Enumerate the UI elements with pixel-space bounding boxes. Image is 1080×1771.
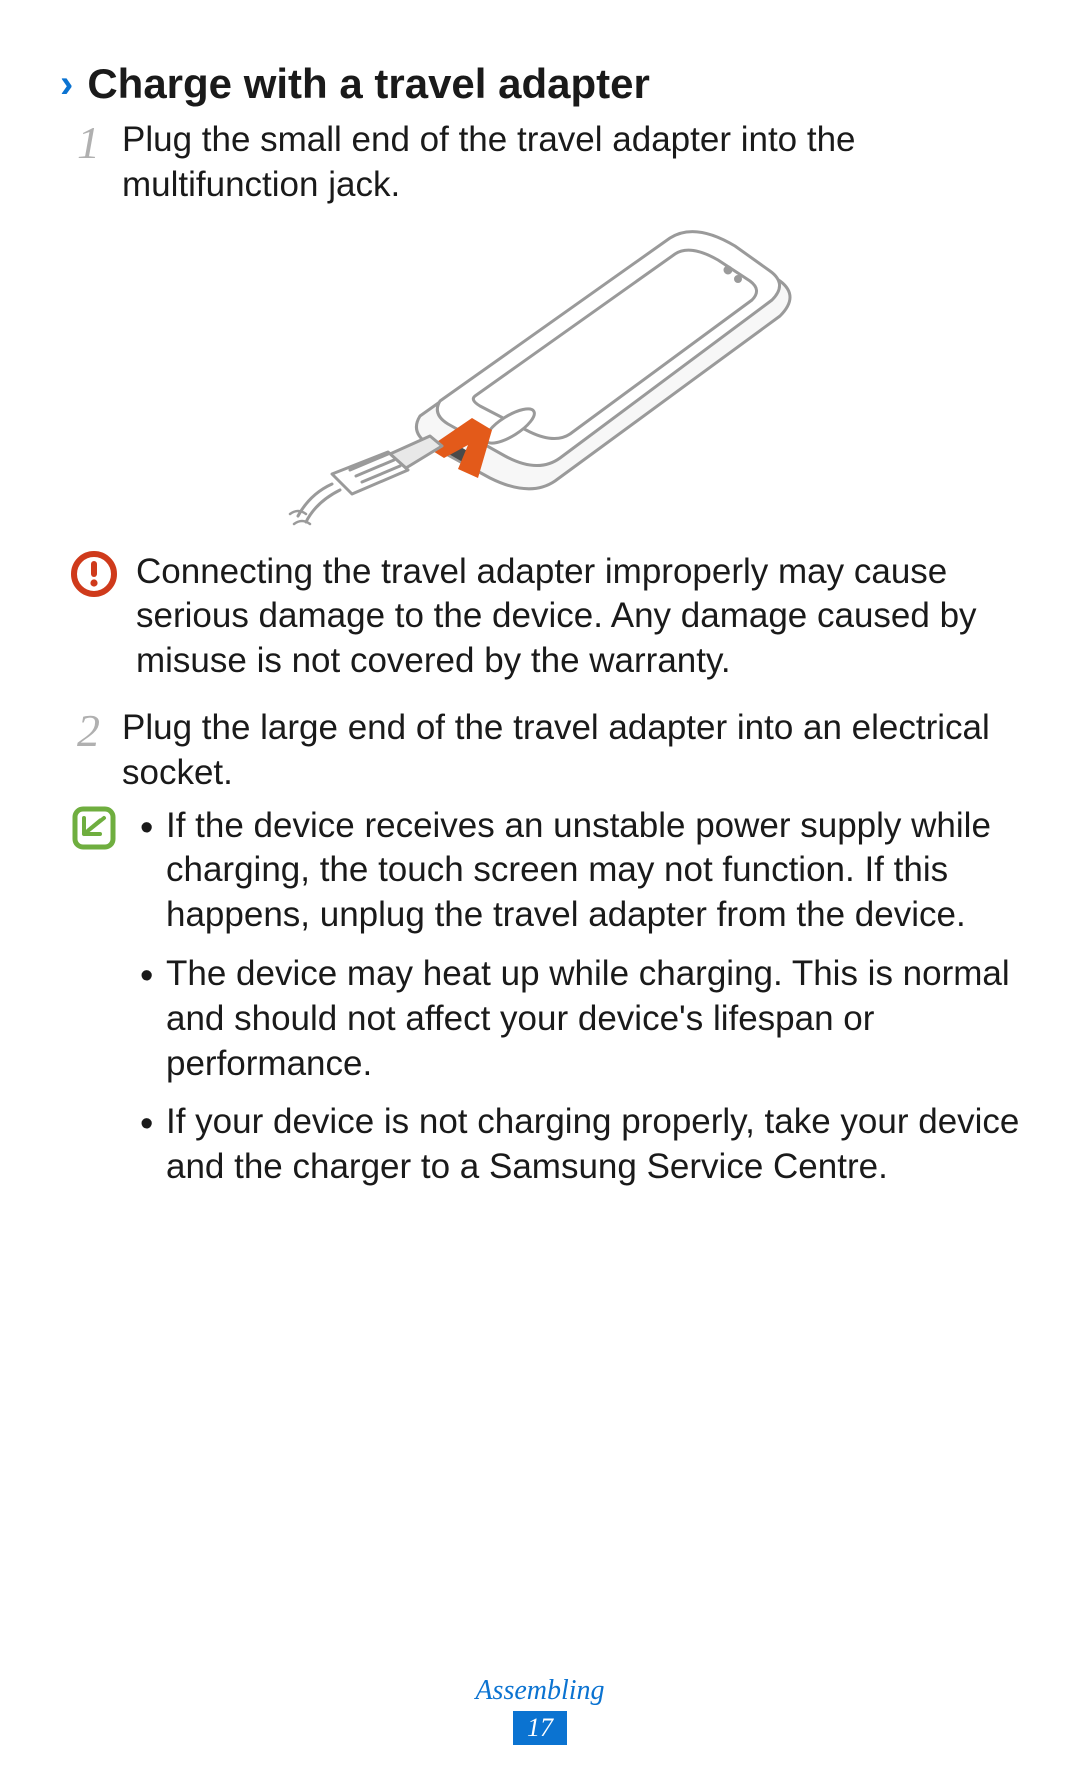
manual-page: › Charge with a travel adapter 1 Plug th… — [0, 0, 1080, 1771]
list-item: If your device is not charging properly,… — [136, 1100, 1020, 1190]
step-text: Plug the small end of the travel adapter… — [122, 118, 1020, 208]
step-number: 2 — [60, 708, 100, 796]
phone-adapter-illustration — [280, 226, 800, 526]
step-text: Plug the large end of the travel adapter… — [122, 706, 1020, 796]
note-icon — [70, 804, 118, 852]
warning-text: Connecting the travel adapter improperly… — [136, 550, 1020, 684]
note-callout: If the device receives an unstable power… — [60, 804, 1020, 1204]
heading-title: Charge with a travel adapter — [87, 60, 650, 108]
footer-section-name: Assembling — [0, 1675, 1080, 1707]
section-heading: › Charge with a travel adapter — [60, 60, 1020, 108]
list-item: If the device receives an unstable power… — [136, 804, 1020, 938]
step-1: 1 Plug the small end of the travel adapt… — [60, 118, 1020, 208]
step-number: 1 — [60, 120, 100, 208]
warning-callout: Connecting the travel adapter improperly… — [60, 550, 1020, 684]
page-footer: Assembling 17 — [0, 1675, 1080, 1745]
note-list: If the device receives an unstable power… — [136, 804, 1020, 1204]
warning-icon — [70, 550, 118, 598]
step-2: 2 Plug the large end of the travel adapt… — [60, 706, 1020, 796]
chevron-right-icon: › — [60, 64, 73, 104]
footer-page-number: 17 — [513, 1711, 567, 1745]
illustration-container — [60, 226, 1020, 526]
list-item: The device may heat up while charging. T… — [136, 952, 1020, 1086]
